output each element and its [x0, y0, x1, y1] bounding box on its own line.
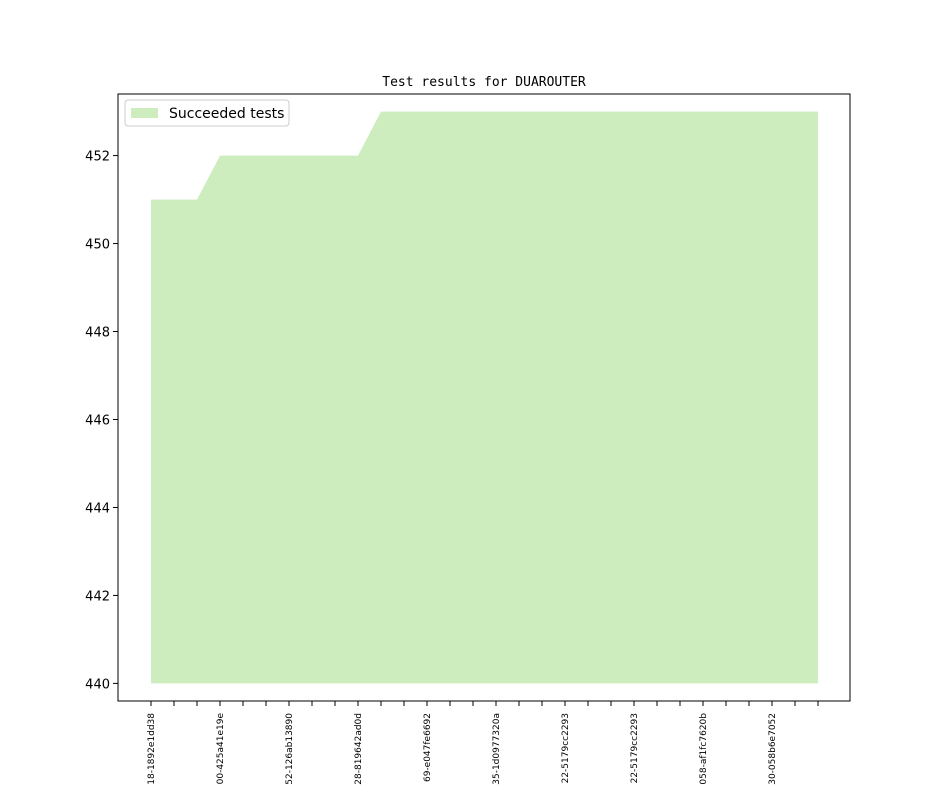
succeeded-tests-area	[151, 111, 818, 684]
y-tick-label: 450	[85, 238, 110, 253]
plot-frame	[117, 93, 851, 702]
x-tick-label: 00-425a41e19e	[216, 713, 226, 785]
y-axis: 440 442 444 446 448 450 452	[85, 150, 118, 692]
legend: Succeeded tests	[124, 99, 290, 127]
x-tick-label: 69-e047fe6692	[423, 713, 433, 782]
legend-box	[124, 99, 290, 127]
x-tick-label: 058-af1fc7620b	[699, 713, 709, 785]
y-tick-label: 448	[85, 326, 110, 341]
y-tick-label: 452	[85, 150, 110, 165]
legend-label: Succeeded tests	[169, 106, 284, 122]
y-tick-label: 440	[85, 677, 110, 692]
x-tick-label: 28-819642ad0d	[354, 713, 364, 785]
legend-swatch	[131, 108, 158, 118]
x-tick-label: 22-5179cc2293	[630, 713, 640, 783]
x-tick-label: 35-1d0977320a	[492, 713, 502, 785]
x-axis: 18-1892e1dd38 00-425a41e19e 52-126ab13890 2…	[147, 701, 819, 785]
x-tick-label: 52-126ab13890	[285, 713, 295, 785]
y-tick-label: 442	[85, 589, 110, 604]
x-tick-label: 18-1892e1dd38	[147, 713, 157, 785]
y-tick-label: 446	[85, 413, 110, 428]
series-layer	[151, 111, 818, 684]
x-tick-label: 22-5179cc2293	[561, 713, 571, 783]
x-tick-label: 30-058b6e7052	[768, 713, 778, 785]
chart-title: Test results for DUAROUTER	[382, 75, 586, 90]
y-tick-label: 444	[85, 501, 110, 516]
